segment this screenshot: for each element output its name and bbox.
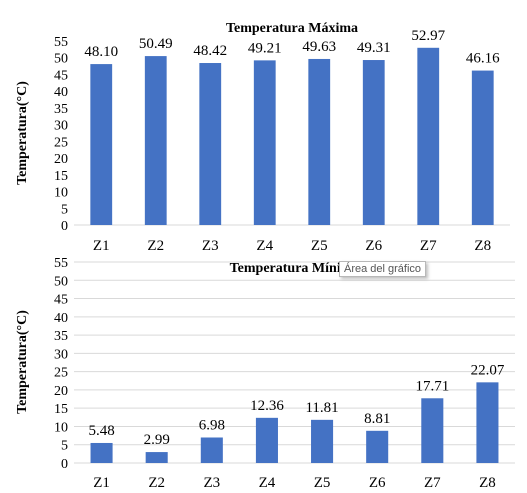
- data-label: 17.71: [415, 378, 449, 394]
- bar-z5: [311, 419, 334, 463]
- data-label: 8.81: [364, 411, 390, 427]
- y-tick-label: 5: [61, 439, 68, 454]
- bar-z8: [471, 70, 494, 225]
- y-tick-label: 50: [54, 52, 68, 67]
- bar-z1: [90, 64, 113, 225]
- y-tick-label: 35: [54, 329, 68, 344]
- y-tick-label: 25: [54, 366, 68, 381]
- data-label: 46.16: [466, 51, 500, 67]
- bar-z3: [200, 437, 223, 463]
- x-tick-label: Z4: [256, 238, 273, 254]
- y-tick-label: 50: [54, 274, 68, 289]
- bar-z7: [421, 398, 444, 463]
- y-tick-label: 45: [54, 293, 68, 308]
- y-tick-label: 10: [54, 186, 68, 201]
- data-label: 48.42: [193, 43, 227, 59]
- bar-z2: [145, 452, 168, 463]
- y-tick-label: 0: [61, 219, 68, 234]
- bar-z3: [199, 63, 222, 225]
- x-tick-label: Z5: [314, 475, 331, 491]
- x-tick-label: Z7: [424, 475, 441, 491]
- x-tick-label: Z3: [202, 238, 219, 254]
- data-label: 2.99: [144, 432, 170, 448]
- y-tick-label: 5: [61, 202, 68, 217]
- data-label: 49.63: [302, 39, 336, 55]
- chart-title: Temperatura Máxima: [226, 21, 358, 36]
- data-label: 6.98: [199, 417, 225, 433]
- data-label: 11.81: [305, 400, 338, 416]
- y-tick-label: 0: [61, 457, 68, 472]
- y-axis-label: Temperatura(°C): [15, 310, 30, 414]
- y-tick-label: 10: [54, 420, 68, 435]
- bar-z4: [255, 417, 278, 463]
- x-tick-label: Z2: [147, 238, 164, 254]
- bar-z4: [253, 60, 276, 226]
- x-tick-label: Z8: [479, 475, 496, 491]
- x-tick-label: Z2: [148, 475, 165, 491]
- y-tick-label: 35: [54, 102, 68, 117]
- y-tick-label: 15: [54, 169, 68, 184]
- data-label: 50.49: [139, 36, 173, 52]
- x-tick-label: Z8: [474, 238, 491, 254]
- y-tick-label: 30: [54, 119, 68, 134]
- bar-z6: [366, 430, 389, 463]
- data-label: 22.07: [471, 362, 505, 378]
- y-tick-label: 30: [54, 347, 68, 362]
- y-tick-label: 55: [54, 256, 68, 271]
- y-axis-label: Temperatura(°C): [15, 81, 30, 185]
- x-tick-label: Z1: [93, 238, 110, 254]
- y-tick-label: 25: [54, 135, 68, 150]
- chart-title: Temperatura Mínima: [230, 261, 360, 276]
- x-tick-label: Z6: [365, 238, 382, 254]
- data-label: 48.10: [84, 44, 118, 60]
- x-tick-label: Z7: [420, 238, 437, 254]
- y-tick-label: 40: [54, 85, 68, 100]
- x-tick-label: Z5: [311, 238, 328, 254]
- data-label: 49.31: [357, 40, 391, 56]
- bar-z1: [90, 442, 113, 463]
- data-label: 5.48: [88, 423, 114, 439]
- chart-temperatura-maxima[interactable]: 051015202530354045505548.10Z150.49Z248.4…: [15, 21, 510, 254]
- chart-area-tooltip: Área del gráfico: [339, 261, 427, 277]
- data-label: 52.97: [411, 28, 445, 44]
- x-tick-label: Z3: [203, 475, 220, 491]
- chart-temperatura-minima[interactable]: 0 5 10 15 20 25 30 35 40 45 50 55 5.48 Z1 2.99 Z2 6.98 Z3…: [15, 256, 515, 491]
- bar-z6: [362, 60, 385, 225]
- data-label: 12.36: [250, 398, 284, 414]
- y-tick-label: 40: [54, 311, 68, 326]
- y-tick-label: 20: [54, 152, 68, 167]
- y-tick-label: 45: [54, 68, 68, 83]
- x-tick-label: Z1: [93, 475, 110, 491]
- bar-z5: [308, 58, 331, 226]
- bar-z7: [417, 47, 440, 225]
- y-tick-label: 15: [54, 402, 68, 417]
- data-label: 49.21: [248, 40, 282, 56]
- y-tick-label: 55: [54, 35, 68, 50]
- x-tick-label: Z6: [369, 475, 386, 491]
- y-tick-label: 20: [54, 384, 68, 399]
- bar-z2: [144, 56, 167, 226]
- x-tick-label: Z4: [259, 475, 276, 491]
- bar-z8: [476, 382, 499, 463]
